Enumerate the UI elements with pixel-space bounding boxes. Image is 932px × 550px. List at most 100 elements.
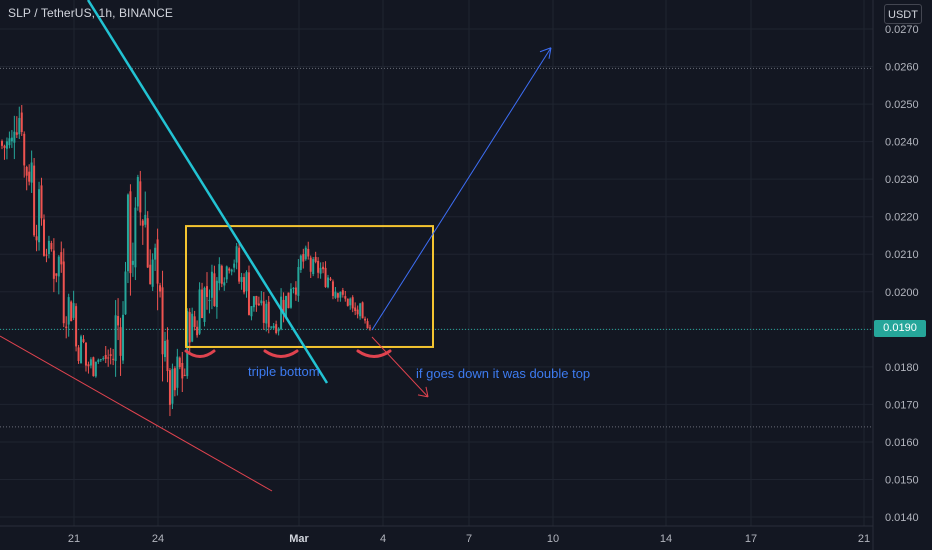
candle-body: [5, 141, 8, 149]
candle-body: [33, 165, 36, 236]
price-tick-label: 0.0240: [885, 137, 919, 149]
candle-body: [87, 364, 90, 367]
candle-body: [38, 189, 41, 243]
candle-body: [260, 300, 263, 304]
candle-body: [166, 339, 169, 372]
candle-body: [366, 321, 369, 329]
candle-body: [339, 291, 342, 298]
candle-body: [183, 374, 186, 376]
bottom-marker-arc: [263, 349, 299, 358]
price-tick-label: 0.0230: [885, 174, 919, 186]
candle-body: [238, 247, 241, 282]
candle-body: [336, 293, 339, 298]
price-tick-label: 0.0150: [885, 474, 919, 486]
candle-body: [134, 207, 137, 268]
candle-body: [369, 327, 371, 329]
candle-body: [47, 240, 50, 255]
drawings[interactable]: [0, 0, 552, 492]
candle-body: [99, 359, 102, 361]
candle-body: [28, 171, 31, 182]
candle-body: [201, 289, 204, 319]
candle-body: [208, 299, 211, 302]
candle-body: [112, 358, 115, 360]
price-tick-label: 0.0140: [885, 512, 919, 524]
candle-body: [275, 324, 278, 334]
candle-body: [186, 310, 189, 377]
candle-body: [149, 264, 152, 285]
candle-body: [107, 357, 110, 359]
time-tick-label: 4: [380, 533, 386, 545]
candle-body: [349, 298, 352, 306]
candle-body: [3, 145, 6, 148]
candle-body: [30, 162, 33, 183]
candle-body: [67, 297, 70, 325]
candle-body: [205, 286, 208, 297]
candle-body: [188, 312, 191, 343]
candle-body: [327, 277, 330, 288]
candle-body: [245, 272, 248, 292]
candle-body: [287, 292, 290, 309]
current-price-tag: 0.0190: [874, 320, 926, 337]
candle-body: [97, 359, 100, 362]
candle-body: [262, 301, 265, 323]
candle-body: [18, 118, 21, 135]
candle-body: [80, 336, 83, 364]
candle-body: [159, 285, 162, 292]
candle-body: [65, 326, 68, 329]
candle-body: [109, 354, 112, 356]
candle-body: [314, 256, 317, 262]
candle-body: [146, 218, 149, 268]
candle-body: [292, 287, 295, 289]
candle-body: [193, 316, 196, 327]
candle-body: [329, 278, 332, 280]
candle-body: [181, 362, 184, 379]
candle-body: [131, 260, 134, 265]
trendline-red: [0, 335, 273, 492]
candle-body: [346, 298, 349, 306]
candle-body: [282, 299, 285, 314]
candle-body: [62, 261, 65, 324]
candle-body: [10, 137, 13, 142]
bottom-marker-arc: [184, 349, 216, 358]
candle-body: [171, 368, 174, 404]
candle-body: [92, 357, 95, 377]
candle-body: [13, 131, 16, 143]
price-tick-label: 0.0180: [885, 362, 919, 374]
candle-body: [344, 296, 347, 299]
price-tick-label: 0.0200: [885, 287, 919, 299]
candle-body: [52, 250, 55, 279]
candle-body: [94, 361, 97, 377]
candle-body: [102, 358, 105, 360]
candle-body: [196, 326, 199, 336]
candle-body: [243, 277, 246, 293]
bottom-marker-arc: [356, 349, 392, 358]
candle-body: [198, 289, 201, 334]
currency-button[interactable]: USDT: [884, 4, 922, 24]
time-axis[interactable]: 21 24 Mar 4 7 10 14 17 21: [0, 525, 873, 545]
candle-body: [277, 328, 280, 332]
candle-body: [270, 326, 273, 328]
candle-body: [70, 301, 73, 322]
candle-body: [280, 296, 283, 330]
candle-body: [203, 287, 206, 322]
candle-body: [299, 255, 302, 270]
candle-body: [351, 297, 354, 309]
candle-body: [25, 167, 28, 176]
candle-body: [304, 247, 307, 260]
price-tick-label: 0.0210: [885, 249, 919, 261]
candle-body: [294, 287, 297, 295]
candle-body: [213, 273, 216, 307]
candle-body: [20, 112, 23, 133]
candle-body: [265, 303, 268, 324]
candle-body: [218, 264, 221, 284]
candle-body: [75, 306, 78, 347]
candle-body: [252, 296, 255, 308]
candle-body: [255, 295, 258, 305]
candle-body: [309, 257, 312, 272]
price-axis[interactable]: 0.0270 0.0260 0.0250 0.0240 0.0230 0.0220 0.02…: [872, 0, 919, 550]
candle-body: [307, 248, 310, 257]
candle-body: [285, 295, 288, 317]
candle-body: [156, 239, 159, 284]
candle-body: [60, 252, 63, 265]
